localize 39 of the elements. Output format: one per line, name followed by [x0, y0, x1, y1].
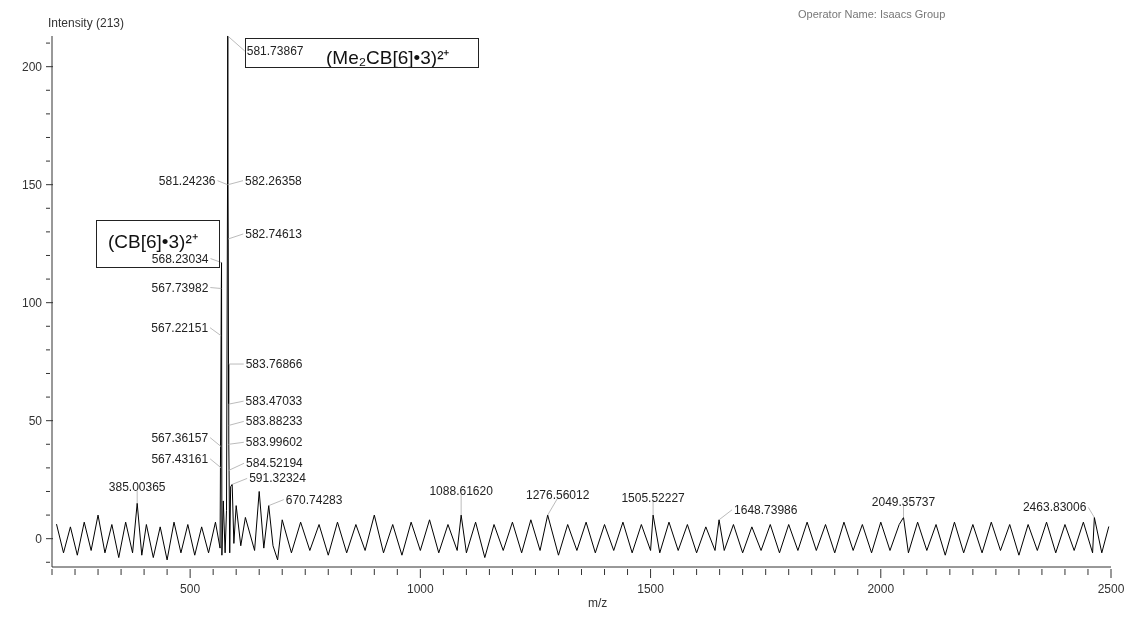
y-tick-label: 50 — [28, 413, 43, 428]
y-tick-label: 100 — [21, 295, 43, 310]
y-tick-label: 0 — [35, 531, 43, 546]
y-axis-title: Intensity (213) — [48, 16, 125, 30]
x-tick-label: 1000 — [407, 582, 435, 596]
annotation: 583.99602 — [245, 435, 303, 450]
annotation: (Me₂CB[6]•3)²⁺ — [326, 47, 450, 69]
x-axis-title: m/z — [588, 596, 608, 610]
line-series — [56, 36, 1110, 561]
annotation: 1276.56012 — [525, 488, 590, 503]
annotation: 584.52194 — [246, 456, 304, 471]
annotation: 567.36157 — [151, 430, 209, 445]
annotation: 581.24236 — [158, 173, 216, 188]
x-tick-label: 500 — [180, 582, 201, 596]
annotation: 2463.83006 — [1022, 500, 1087, 515]
annotation: 568.23034 — [151, 251, 209, 266]
text: Operator Name: Isaacs Group — [798, 8, 946, 21]
annotation: 1505.52227 — [621, 491, 686, 506]
annotation: 583.76866 — [245, 357, 303, 372]
annotation: 567.22151 — [151, 320, 209, 335]
annotation: 385.00365 — [108, 480, 166, 495]
annotation: 567.73982 — [151, 280, 209, 295]
annotation: 1088.61620 — [429, 484, 494, 499]
x-tick-label: 1500 — [637, 582, 665, 596]
x-tick-label: 2000 — [867, 582, 895, 596]
annotation: (CB[6]•3)²⁺ — [108, 231, 198, 253]
annotation: 581.73867 — [246, 44, 304, 58]
annotation: 670.74283 — [285, 492, 343, 507]
annotation: 591.32324 — [249, 471, 307, 486]
x-tick-label: 2500 — [1097, 582, 1125, 596]
annotation: 567.43161 — [151, 451, 209, 466]
y-tick-label: 150 — [21, 177, 43, 192]
y-tick-label: 200 — [21, 59, 43, 74]
annotation: 583.47033 — [245, 394, 303, 409]
annotation: 2049.35737 — [871, 495, 936, 510]
annotation: 583.88233 — [245, 414, 303, 429]
annotation: 1648.73986 — [734, 502, 798, 517]
annotation: 582.74613 — [245, 226, 303, 241]
annotation: 582.26358 — [245, 173, 303, 188]
